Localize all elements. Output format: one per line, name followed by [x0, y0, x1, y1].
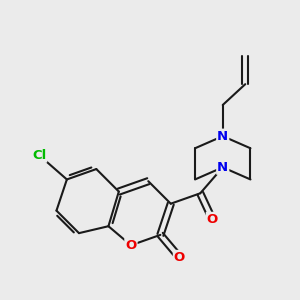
- Text: O: O: [125, 239, 136, 252]
- Text: O: O: [174, 251, 185, 264]
- Text: Cl: Cl: [32, 149, 46, 162]
- Text: N: N: [217, 161, 228, 174]
- Text: O: O: [207, 213, 218, 226]
- Text: N: N: [217, 130, 228, 142]
